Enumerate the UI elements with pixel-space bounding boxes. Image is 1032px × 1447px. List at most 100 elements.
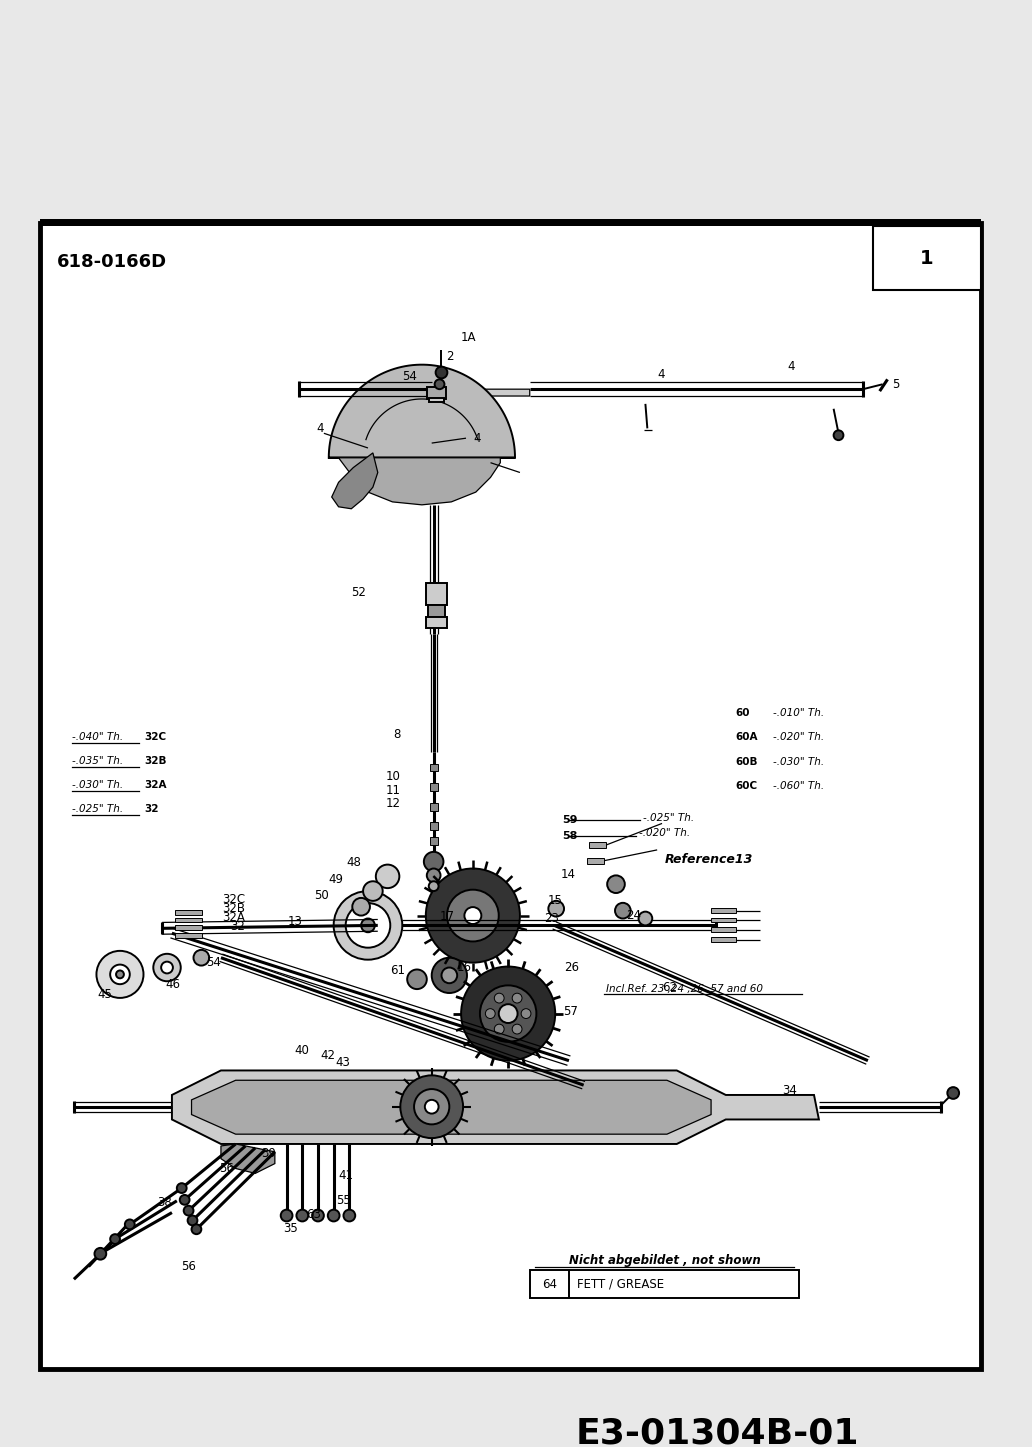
Text: 52: 52 (351, 586, 366, 599)
Polygon shape (329, 365, 515, 457)
Bar (711, 907, 736, 913)
Circle shape (834, 430, 843, 440)
Text: 1: 1 (920, 249, 934, 268)
Bar (529, 1270, 800, 1298)
Circle shape (346, 903, 390, 948)
Circle shape (615, 903, 631, 919)
Text: 12: 12 (385, 797, 400, 810)
Text: 43: 43 (335, 1056, 351, 1069)
Text: 39: 39 (261, 1147, 276, 1160)
Circle shape (192, 1224, 201, 1234)
Text: 2: 2 (447, 350, 454, 363)
Bar (174, 910, 202, 915)
Circle shape (494, 993, 504, 1003)
Text: 1A: 1A (461, 331, 477, 344)
Text: 56: 56 (219, 1162, 233, 1175)
Circle shape (447, 890, 498, 942)
Circle shape (333, 891, 402, 959)
Circle shape (408, 969, 427, 990)
Polygon shape (338, 457, 501, 505)
Circle shape (494, 1024, 504, 1035)
Bar (429, 783, 438, 792)
Text: 62: 62 (663, 981, 677, 994)
Text: -.060" Th.: -.060" Th. (773, 781, 824, 790)
Bar (429, 803, 438, 810)
Circle shape (312, 1210, 324, 1221)
Circle shape (414, 1090, 449, 1124)
Text: 32A: 32A (144, 780, 167, 790)
Text: 59: 59 (562, 816, 578, 825)
Text: 32A: 32A (223, 912, 246, 925)
Text: -.040" Th.: -.040" Th. (72, 732, 123, 742)
Text: 55: 55 (335, 1194, 351, 1207)
Text: -.020" Th.: -.020" Th. (773, 732, 824, 742)
Circle shape (521, 1009, 530, 1019)
Text: -.030" Th.: -.030" Th. (773, 757, 824, 767)
Text: Reference13: Reference13 (665, 854, 753, 867)
Circle shape (281, 1210, 292, 1221)
Circle shape (184, 1205, 193, 1215)
Circle shape (180, 1195, 190, 1205)
Circle shape (400, 1075, 463, 1139)
Circle shape (431, 958, 467, 993)
Text: -.030" Th.: -.030" Th. (72, 780, 123, 790)
Text: 618-0166D: 618-0166D (57, 253, 167, 271)
Text: -.020" Th.: -.020" Th. (639, 828, 689, 838)
Text: 57: 57 (563, 1006, 578, 1019)
Bar (426, 616, 448, 628)
Text: 4: 4 (474, 431, 481, 444)
Text: 32B: 32B (223, 903, 246, 915)
Bar (174, 917, 202, 922)
Text: 10: 10 (386, 770, 400, 783)
Circle shape (116, 971, 124, 978)
Text: -.025" Th.: -.025" Th. (72, 805, 123, 815)
Text: 46: 46 (165, 978, 180, 991)
Bar (428, 605, 446, 616)
Circle shape (434, 379, 445, 389)
Text: 34: 34 (782, 1084, 798, 1097)
Circle shape (361, 919, 375, 932)
Text: FETT / GREASE: FETT / GREASE (577, 1278, 664, 1291)
Text: -.025" Th.: -.025" Th. (643, 813, 695, 822)
Text: 60C: 60C (736, 781, 757, 790)
Polygon shape (331, 453, 378, 509)
Text: 15: 15 (547, 894, 562, 907)
Circle shape (498, 1004, 518, 1023)
Circle shape (607, 875, 624, 893)
Bar (426, 583, 448, 605)
Circle shape (480, 985, 537, 1042)
Bar (427, 388, 447, 399)
Bar (429, 838, 438, 845)
Text: 16: 16 (456, 961, 472, 974)
Text: 54: 54 (402, 370, 417, 383)
Text: E3-01304B-01: E3-01304B-01 (576, 1417, 859, 1447)
Circle shape (947, 1087, 959, 1098)
Polygon shape (370, 389, 529, 418)
Bar (39, 223, 980, 1369)
Circle shape (176, 1184, 187, 1192)
Text: 50: 50 (314, 890, 329, 903)
Circle shape (154, 954, 181, 981)
Circle shape (110, 1234, 120, 1244)
Text: 61: 61 (390, 964, 406, 977)
Text: 14: 14 (561, 868, 576, 881)
Circle shape (344, 1210, 355, 1221)
Bar (711, 928, 736, 932)
Circle shape (352, 899, 369, 916)
Circle shape (426, 868, 520, 962)
Text: 26: 26 (565, 961, 579, 974)
Text: 56: 56 (182, 1260, 196, 1273)
Text: 32: 32 (144, 805, 159, 815)
Circle shape (427, 868, 441, 883)
Circle shape (548, 901, 565, 916)
Bar (586, 858, 604, 864)
Text: 60: 60 (736, 709, 750, 718)
Circle shape (485, 1009, 495, 1019)
Circle shape (363, 881, 383, 901)
Text: 5: 5 (893, 378, 900, 391)
Circle shape (376, 865, 399, 888)
Circle shape (296, 1210, 309, 1221)
Circle shape (161, 962, 173, 974)
Text: 60A: 60A (736, 732, 759, 742)
Circle shape (424, 852, 444, 871)
